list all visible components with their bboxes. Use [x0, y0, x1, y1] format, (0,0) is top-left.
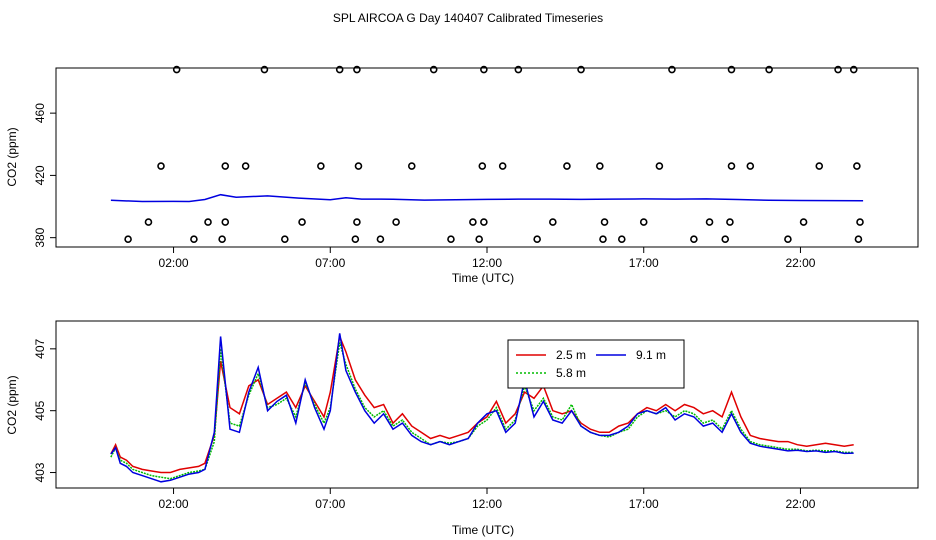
flag-point	[600, 218, 609, 226]
flag-point	[190, 235, 198, 244]
flag-point	[799, 218, 808, 226]
flag-point	[498, 162, 507, 170]
legend-box	[507, 339, 685, 389]
panel-bottom-ylabel: CO2 (ppm)	[5, 375, 19, 434]
flag-point	[469, 218, 477, 226]
flag-point	[726, 218, 734, 226]
x-tick-label: 22:00	[785, 256, 815, 270]
x-tick-label: 07:00	[315, 497, 345, 511]
flag-point	[639, 218, 648, 226]
panel-top-flags	[124, 65, 864, 244]
series-line-calibrated-co2	[110, 193, 864, 203]
y-tick-label: 403	[33, 462, 47, 482]
x-tick-label: 12:00	[472, 497, 502, 511]
flag-point	[727, 65, 736, 74]
x-tick-label: 02:00	[159, 497, 189, 511]
series-line-5-8-m	[110, 342, 854, 480]
flag-point	[690, 235, 698, 244]
legend-label-2-5m: 2.5 m	[556, 348, 586, 362]
flag-point	[514, 65, 523, 74]
flag-point	[172, 65, 181, 74]
flag-point	[144, 218, 153, 226]
flag-point	[478, 162, 487, 170]
flag-point	[854, 235, 863, 244]
flag-point	[221, 218, 230, 226]
flag-point	[617, 235, 626, 244]
flag-point	[447, 235, 455, 244]
y-tick-label: 460	[33, 103, 47, 123]
flag-point	[480, 65, 488, 74]
panel-top: 02:00 07:00 12:00 17:00 22:00 380 420 460 Time…	[5, 65, 919, 285]
flag-point	[351, 235, 360, 244]
panel-top-ylabel: CO2 (ppm)	[5, 127, 19, 186]
flag-point	[353, 65, 361, 74]
flag-point	[849, 65, 858, 74]
flag-point	[596, 162, 604, 170]
y-tick-label: 420	[33, 165, 47, 185]
flag-point	[204, 218, 212, 226]
flag-point	[281, 235, 289, 244]
x-tick-label: 12:00	[472, 256, 502, 270]
flag-point	[407, 162, 416, 170]
flag-point	[765, 65, 773, 74]
flag-point	[241, 162, 250, 170]
flag-point	[746, 162, 755, 170]
flag-point	[599, 235, 607, 244]
flag-point	[853, 162, 861, 170]
panel-top-lines	[110, 193, 864, 203]
y-tick-label: 407	[33, 339, 47, 359]
panel-bottom-frame	[55, 320, 919, 489]
chart-title: SPL AIRCOA G Day 140407 Calibrated Times…	[333, 11, 603, 25]
legend-label-5-8m: 5.8 m	[556, 366, 586, 380]
panel-bottom-x-ticks: 02:00 07:00 12:00 17:00 22:00	[159, 488, 816, 511]
flag-point	[815, 162, 824, 170]
flag-point	[298, 218, 306, 226]
flag-point	[727, 162, 736, 170]
panel-bottom-lines	[110, 333, 854, 483]
flag-point	[317, 162, 325, 170]
flag-point	[563, 162, 571, 170]
panel-top-x-ticks: 02:00 07:00 12:00 17:00 22:00	[159, 247, 816, 270]
flag-point	[475, 235, 483, 244]
flag-point	[533, 235, 541, 244]
flag-point	[705, 218, 714, 226]
panel-bottom-y-ticks: 403 405 407	[33, 339, 56, 483]
flag-point	[856, 218, 864, 226]
flag-point	[392, 218, 400, 226]
x-tick-label: 02:00	[159, 256, 189, 270]
y-tick-label: 380	[33, 227, 47, 247]
flag-point	[354, 162, 363, 170]
legend-label-9-1m: 9.1 m	[636, 348, 666, 362]
y-tick-label: 405	[33, 400, 47, 420]
flag-point	[577, 65, 585, 74]
legend: 2.5 m 9.1 m 5.8 m	[507, 339, 685, 389]
panel-bottom: 02:00 07:00 12:00 17:00 22:00 403 405 407 Time…	[5, 320, 919, 537]
flag-point	[353, 218, 361, 226]
flag-point	[124, 235, 132, 244]
flag-point	[376, 235, 385, 244]
flag-point	[157, 162, 165, 170]
flag-point	[260, 65, 269, 74]
flag-point	[834, 65, 842, 74]
flag-point	[335, 65, 344, 74]
x-tick-label: 17:00	[629, 497, 659, 511]
panel-top-xlabel: Time (UTC)	[452, 271, 514, 285]
flag-point	[429, 65, 438, 74]
flag-point	[668, 65, 676, 74]
flag-point	[721, 235, 730, 244]
flag-point	[480, 218, 488, 226]
x-tick-label: 22:00	[785, 497, 815, 511]
flag-point	[784, 235, 792, 244]
panel-bottom-xlabel: Time (UTC)	[452, 523, 514, 537]
series-line-9-1-m	[110, 333, 854, 483]
flag-point	[221, 162, 230, 170]
panel-top-y-ticks: 380 420 460	[33, 103, 56, 248]
x-tick-label: 07:00	[315, 256, 345, 270]
x-tick-label: 17:00	[629, 256, 659, 270]
flag-point	[655, 162, 664, 170]
flag-point	[218, 235, 226, 244]
flag-point	[549, 218, 557, 226]
